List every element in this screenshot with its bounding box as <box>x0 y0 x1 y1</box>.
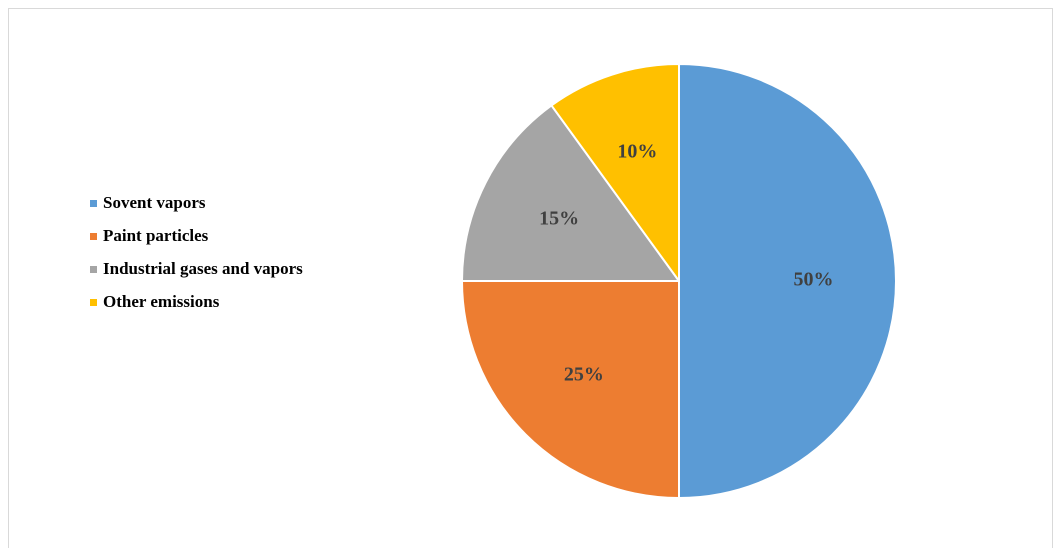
data-label-industrial-gases: 15% <box>539 208 579 230</box>
data-label-other-emissions: 10% <box>617 141 657 163</box>
slice-sovent-vapors <box>679 64 896 498</box>
data-label-sovent-vapors: 50% <box>794 269 834 291</box>
data-label-paint-particles: 25% <box>564 364 604 386</box>
slice-paint-particles <box>462 281 679 498</box>
